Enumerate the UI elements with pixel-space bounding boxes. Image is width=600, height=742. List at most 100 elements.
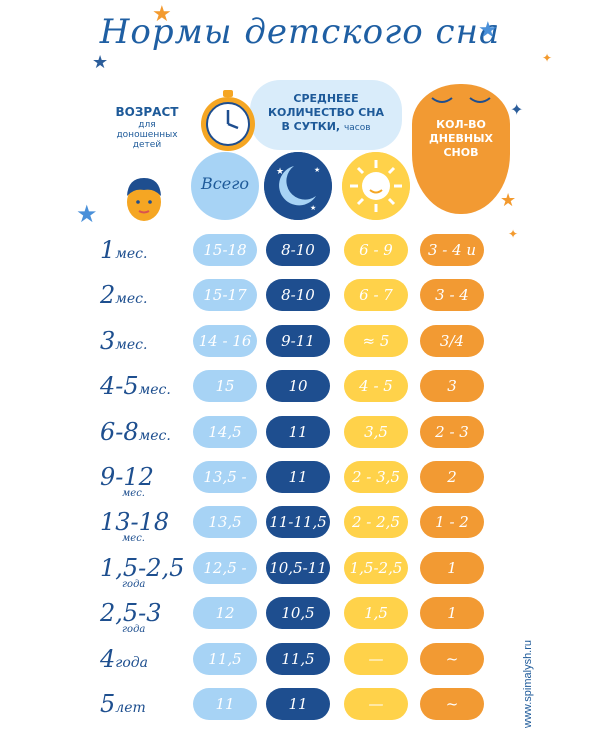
age-value: 2,5-3	[100, 599, 162, 627]
day-sleep-cell: —	[344, 643, 408, 675]
star-icon: ★	[500, 190, 517, 211]
star-icon: ★	[478, 18, 498, 43]
age-value: 6-8	[100, 418, 139, 446]
total-sleep-cell: 14 - 16	[193, 325, 257, 357]
star-icon: ✦	[508, 227, 519, 241]
day-sleep-cell: —	[344, 688, 408, 720]
star-icon: ✦	[510, 100, 524, 119]
day-sleep-cell: 2 - 3,5	[344, 461, 408, 493]
naps-bubble	[412, 84, 510, 214]
age-label: 2,5-3 года	[100, 601, 196, 635]
age-unit: мес.	[115, 291, 148, 307]
age-header: ВОЗРАСТ для доношенных детей	[92, 105, 202, 150]
naps-sleep-cell: ~	[420, 688, 484, 720]
age-unit: мес.	[138, 428, 171, 444]
svg-text:★: ★	[314, 166, 320, 174]
naps-sleep-cell: 2	[420, 461, 484, 493]
age-label: 1мес.	[100, 238, 196, 266]
naps-header-line: ДНЕВНЫХ	[429, 132, 493, 145]
age-unit: мес.	[138, 382, 171, 398]
total-sleep-cell: 12,5 - 13	[193, 552, 257, 609]
star-icon: ★	[76, 200, 98, 228]
age-value: 4-5	[100, 372, 139, 400]
total-column-header: Всего	[191, 152, 259, 220]
star-icon: ★	[152, 2, 172, 27]
website-text-container: www.spimalysh.ru	[522, 640, 534, 729]
night-sleep-cell: 10,5	[266, 597, 330, 629]
age-unit: года	[115, 655, 149, 671]
age-label: 2мес.	[100, 283, 196, 311]
naps-sleep-cell: 3 - 4	[420, 279, 484, 311]
age-value: 4	[100, 645, 116, 673]
naps-sleep-cell: ~	[420, 643, 484, 675]
sun-icon	[342, 152, 410, 220]
age-unit: лет	[115, 700, 146, 716]
sleepy-eyes-icon	[431, 97, 491, 103]
night-sleep-cell: 10,5-11	[266, 552, 330, 584]
naps-sleep-cell: 2 - 3	[420, 416, 484, 448]
age-value: 13-18	[100, 508, 170, 536]
day-sleep-cell: 6 - 7	[344, 279, 408, 311]
day-sleep-cell: 3,5	[344, 416, 408, 448]
website-url: www.spimalysh.ru	[522, 640, 534, 729]
avg-sleep-header-line: В СУТКИ,	[281, 120, 341, 133]
total-sleep-cell: 14,5	[193, 416, 257, 448]
age-label: 4года	[100, 647, 196, 675]
star-icon: ✦	[542, 51, 553, 65]
total-sleep-cell: 15-18	[193, 234, 257, 266]
night-sleep-cell: 11	[266, 416, 330, 448]
age-unit: мес.	[122, 533, 145, 544]
day-sleep-cell: ≈ 5	[344, 325, 408, 357]
total-sleep-cell: 15	[193, 370, 257, 402]
age-header-subtitle-line: доношенных	[116, 130, 178, 140]
age-unit: мес.	[115, 246, 148, 262]
age-value: 2	[100, 281, 116, 309]
svg-text:★: ★	[276, 167, 284, 177]
total-sleep-cell: 13,5	[193, 506, 257, 538]
age-value: 5	[100, 690, 116, 718]
total-sleep-cell: 11	[193, 688, 257, 720]
total-sleep-cell: 13,5 - 14	[193, 461, 257, 518]
day-sleep-cell: 2 - 2,5	[344, 506, 408, 538]
night-sleep-cell: 10	[266, 370, 330, 402]
avg-sleep-bubble	[250, 80, 402, 150]
age-unit: мес.	[122, 488, 145, 499]
avg-sleep-header: СРЕДНЕЕЕ КОЛИЧЕСТВО СНА В СУТКИ, часов	[256, 92, 396, 135]
child-face-icon	[127, 178, 161, 221]
stopwatch-icon	[201, 90, 255, 151]
age-header-subtitle: для доношенных детей	[92, 120, 202, 150]
night-sleep-cell: 8-10	[266, 279, 330, 311]
age-value: 1	[100, 236, 116, 264]
age-label: 9-12 мес.	[100, 465, 196, 499]
avg-sleep-unit: часов	[343, 123, 371, 133]
age-label: 6-8мес.	[100, 420, 196, 448]
avg-sleep-header-line: СРЕДНЕЕЕ	[293, 92, 359, 105]
night-sleep-cell: 11,5	[266, 643, 330, 675]
night-sleep-cell: 9-11	[266, 325, 330, 357]
avg-sleep-header-line: КОЛИЧЕСТВО СНА	[267, 106, 385, 119]
age-label: 3мес.	[100, 329, 196, 357]
star-icon: ★	[92, 52, 109, 73]
page-title: Нормы детского сна	[99, 12, 501, 52]
naps-header: КОЛ-ВО ДНЕВНЫХ СНОВ	[414, 118, 508, 160]
svg-text:★: ★	[310, 204, 316, 212]
total-sleep-cell: 12	[193, 597, 257, 629]
naps-sleep-cell: 1	[420, 597, 484, 629]
naps-sleep-cell: 1 - 2	[420, 506, 484, 538]
age-label: 5лет	[100, 692, 196, 720]
age-unit: мес.	[115, 337, 148, 353]
night-sleep-cell: 11	[266, 688, 330, 720]
age-label: 4-5мес.	[100, 374, 196, 402]
naps-sleep-cell: 3/4	[420, 325, 484, 357]
age-value: 9-12	[100, 463, 154, 491]
day-sleep-cell: 1,5-2,5	[344, 552, 408, 584]
naps-header-line: КОЛ-ВО	[436, 118, 486, 131]
naps-sleep-cell: 1	[420, 552, 484, 584]
age-value: 3	[100, 327, 116, 355]
night-sleep-cell: 11-11,5	[266, 506, 330, 538]
age-unit: года	[122, 579, 146, 590]
day-sleep-cell: 4 - 5	[344, 370, 408, 402]
night-sleep-cell: 11	[266, 461, 330, 493]
total-sleep-cell: 15-17	[193, 279, 257, 311]
naps-sleep-cell: 3 - 4 и >	[420, 234, 484, 291]
